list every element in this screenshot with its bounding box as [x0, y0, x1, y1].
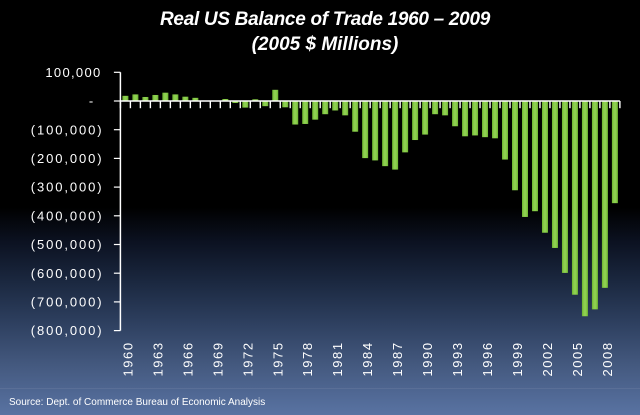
svg-text:1996: 1996 — [480, 341, 495, 376]
svg-text:1993: 1993 — [450, 341, 465, 376]
svg-text:1966: 1966 — [180, 341, 195, 376]
svg-text:1999: 1999 — [510, 341, 525, 376]
svg-text:2002: 2002 — [540, 341, 555, 376]
svg-text:-: - — [89, 94, 95, 109]
svg-text:1987: 1987 — [390, 341, 405, 376]
svg-text:(600,000): (600,000) — [31, 266, 104, 281]
svg-text:1981: 1981 — [330, 341, 345, 376]
svg-text:1960: 1960 — [120, 341, 135, 376]
svg-text:(500,000): (500,000) — [31, 237, 104, 252]
svg-text:1972: 1972 — [240, 341, 255, 376]
svg-text:(800,000): (800,000) — [31, 323, 104, 338]
svg-text:100,000: 100,000 — [45, 65, 101, 80]
svg-text:(700,000): (700,000) — [31, 295, 104, 310]
svg-text:1963: 1963 — [150, 341, 165, 376]
svg-text:2008: 2008 — [600, 341, 615, 376]
svg-text:1975: 1975 — [270, 341, 285, 376]
svg-text:(400,000): (400,000) — [31, 208, 104, 223]
svg-text:2005: 2005 — [570, 341, 585, 376]
svg-text:1969: 1969 — [210, 341, 225, 376]
svg-text:1990: 1990 — [420, 341, 435, 376]
svg-text:(200,000): (200,000) — [31, 151, 104, 166]
svg-text:(100,000): (100,000) — [31, 122, 104, 137]
svg-text:1984: 1984 — [360, 341, 375, 376]
svg-text:1978: 1978 — [300, 341, 315, 376]
svg-text:(300,000): (300,000) — [31, 180, 104, 195]
